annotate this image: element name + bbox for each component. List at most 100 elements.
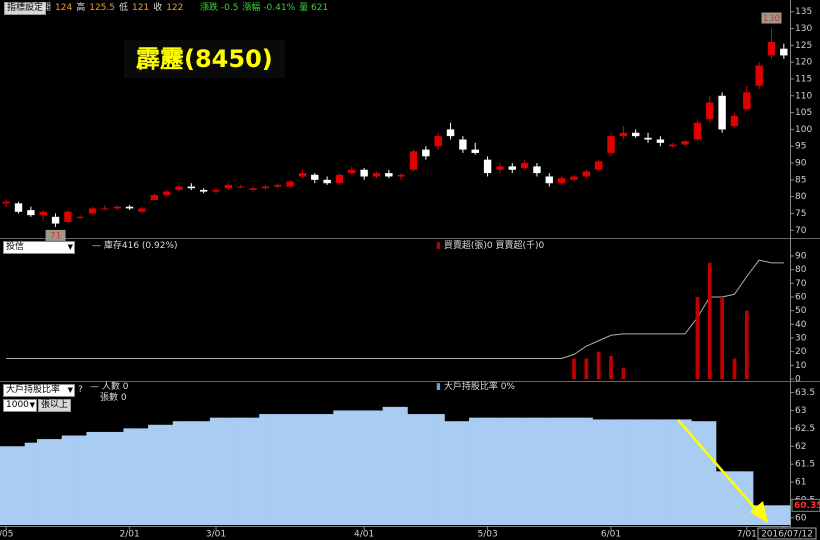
y-tick-label: 120 [795, 58, 812, 68]
y-tick-label: 63 [795, 406, 806, 416]
candle-body [471, 149, 479, 153]
bar [572, 358, 576, 379]
area-step [49, 439, 63, 525]
area-step [320, 414, 334, 525]
area-step [111, 431, 124, 525]
threshold-select[interactable]: 1000 [3, 399, 37, 412]
info-text: 121 [132, 3, 150, 13]
candle-body [508, 166, 516, 170]
area-step [543, 417, 556, 525]
candle-body [335, 174, 344, 184]
y-tick-label: 105 [795, 108, 812, 118]
legend-icon: ▮ [436, 241, 441, 251]
candle-body [101, 208, 109, 210]
y-tick-label: 125 [795, 41, 812, 51]
candle-body [323, 179, 331, 184]
candle-body [372, 173, 381, 177]
candle-body [397, 174, 405, 177]
info-text: 量 621 [299, 3, 329, 13]
candle-body [483, 159, 492, 174]
area-step [74, 435, 87, 525]
x-tick-label: 4/01 [354, 530, 374, 540]
candle-body [76, 216, 84, 218]
stock-title: 霹靂(8450) [124, 40, 285, 78]
y-tick-label: 62 [795, 442, 806, 452]
area-step [172, 421, 186, 525]
area-step [24, 442, 38, 525]
low-marker-box [45, 229, 66, 241]
area-step [419, 414, 433, 525]
y-tick-label: 70 [795, 226, 807, 236]
legend-text: 庫存416 (0.92%) [103, 241, 178, 251]
area-step [444, 421, 458, 525]
last-value-label: 60.35 [794, 501, 820, 511]
area-step [135, 428, 149, 525]
high-marker-box [761, 12, 782, 24]
y-tick-label: 90 [795, 252, 807, 262]
candle-body [360, 169, 368, 177]
help[interactable]: ? [78, 385, 83, 395]
legend-ratio: ▮ 大戶持股比率 0% [436, 381, 515, 393]
info-text: 高 [76, 3, 86, 13]
candle-body [249, 188, 257, 190]
area-step [765, 505, 779, 525]
threshold-unit-button[interactable]: 張以上 [38, 399, 72, 412]
candle-body [409, 151, 418, 170]
candle-body [212, 189, 220, 192]
y-tick-label: 135 [795, 7, 812, 17]
candle-body [545, 176, 553, 184]
candle-body [311, 174, 319, 180]
area-step [222, 417, 235, 525]
y-tick-label: 80 [795, 265, 807, 275]
candle-body [261, 186, 270, 189]
candle-body [557, 178, 566, 184]
bar [732, 358, 737, 379]
area-step [617, 419, 630, 525]
bar [720, 297, 724, 379]
x-tick-label: 5/03 [477, 530, 497, 540]
area-step [580, 417, 593, 525]
legend-text: 大戶持股比率 0% [443, 382, 515, 392]
area-step [61, 435, 75, 525]
candle-body [27, 210, 35, 216]
area-step [555, 417, 569, 525]
holder-select[interactable]: 大戶持股比率 [3, 384, 75, 397]
area-step [209, 417, 223, 525]
area-step [777, 505, 791, 525]
indicator-settings-button[interactable]: 指標設定 [4, 2, 47, 15]
institution-select[interactable]: 投信 [3, 241, 75, 254]
info-text: 低 [118, 3, 128, 13]
candle-body [446, 129, 455, 137]
last-value-box [791, 498, 820, 512]
candle-body [237, 186, 245, 188]
area-step [456, 421, 470, 525]
x-tick-label: /05 [0, 530, 13, 540]
area-step [530, 417, 544, 525]
y-tick-label: 10 [795, 361, 807, 371]
area-step [654, 419, 667, 525]
candle-body [656, 139, 665, 143]
line [6, 259, 784, 359]
bar [707, 262, 712, 379]
y-tick-label: 130 [795, 24, 812, 34]
holder-count: — 人數 0 [90, 382, 129, 392]
area-step [382, 406, 396, 525]
candle-body [187, 186, 196, 189]
candle-body [51, 216, 60, 224]
y-tick-label: 63.5 [795, 388, 815, 398]
candle-body [459, 139, 467, 150]
area-step [518, 417, 532, 525]
area-step [333, 410, 347, 525]
area-step [703, 421, 717, 525]
candle-body [434, 136, 442, 147]
area-step [308, 414, 322, 525]
area-step [86, 431, 100, 525]
info-text: 125.5 [89, 3, 115, 13]
candle-body [298, 173, 307, 177]
area-step [666, 419, 680, 525]
y-tick-label: 110 [795, 91, 812, 101]
area-step [629, 419, 643, 525]
y-tick-label: 50 [795, 306, 807, 316]
